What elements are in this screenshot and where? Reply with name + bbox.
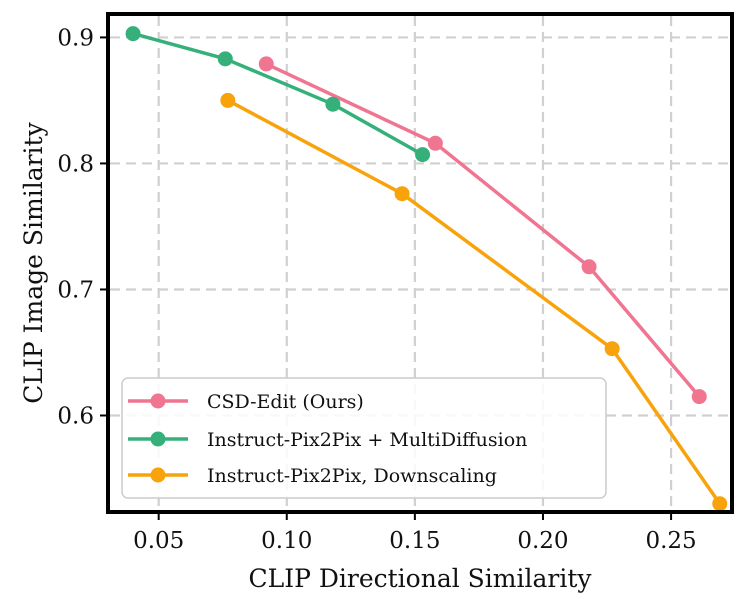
series-line: [131, 31, 425, 157]
data-point: [220, 92, 236, 108]
y-tick-label: 0.6: [57, 403, 94, 429]
series-1: [258, 56, 707, 405]
series-line: [264, 62, 702, 399]
legend-box: [121, 377, 607, 499]
y-tick-label: 0.9: [57, 25, 94, 51]
data-point: [581, 259, 597, 275]
data-point: [604, 341, 620, 357]
data-point: [712, 496, 728, 512]
data-point: [691, 389, 707, 405]
series-3: [220, 92, 728, 512]
plot-frame: [106, 12, 734, 514]
x-tick-label: 0.15: [389, 528, 440, 554]
series-2: [125, 26, 431, 163]
grid: [110, 16, 730, 510]
y-tick-label: 0.7: [57, 277, 94, 303]
x-tick-label: 0.10: [261, 528, 312, 554]
data-point: [258, 56, 274, 72]
x-axis-title: CLIP Directional Similarity: [248, 564, 592, 593]
legend-marker: [150, 467, 166, 483]
y-axis-title: CLIP Image Similarity: [19, 121, 48, 403]
ticks: 0.05 0.10 0.15 0.20 0.25 0.6 0.7 0.8 0.9: [57, 25, 696, 554]
x-tick-label: 0.20: [517, 528, 568, 554]
legend: CSD-Edit (Ours) Instruct-Pix2Pix + MultiD…: [121, 377, 607, 499]
x-tick-label: 0.05: [133, 528, 184, 554]
legend-marker: [150, 393, 166, 409]
series-line: [226, 98, 722, 506]
x-tick-label: 0.25: [645, 528, 696, 554]
data-point: [125, 26, 141, 42]
legend-label: CSD-Edit (Ours): [207, 391, 364, 413]
legend-label: Instruct-Pix2Pix, Downscaling: [207, 465, 497, 487]
y-tick-label: 0.8: [57, 151, 94, 177]
data-point: [217, 51, 233, 67]
data-point: [394, 186, 410, 202]
legend-marker: [150, 431, 166, 447]
data-point: [325, 96, 341, 112]
data-point: [415, 147, 431, 163]
legend-label: Instruct-Pix2Pix + MultiDiffusion: [207, 429, 527, 451]
series-layer: [125, 26, 728, 512]
data-point: [427, 135, 443, 151]
